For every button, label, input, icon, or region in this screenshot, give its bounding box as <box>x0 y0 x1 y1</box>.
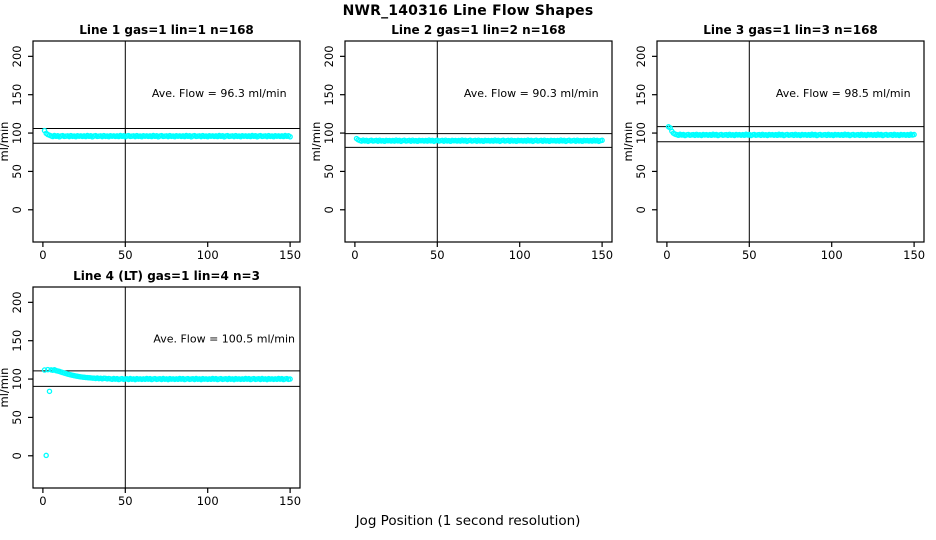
plot-border <box>656 40 925 243</box>
svg-text:200: 200 <box>322 45 336 67</box>
svg-text:100: 100 <box>322 122 336 144</box>
subplot-title: Line 4 (LT) gas=1 lin=4 n=3 <box>73 269 260 283</box>
svg-text:100: 100 <box>197 248 219 262</box>
svg-text:50: 50 <box>322 164 336 179</box>
svg-text:0: 0 <box>39 494 46 508</box>
svg-text:150: 150 <box>322 84 336 106</box>
subplot-title: Line 3 gas=1 lin=3 n=168 <box>703 23 878 37</box>
subplot-line-2: 0 50 100 150 0 50 100 150 200 ml/min Line 2 gas=1 … <box>312 18 624 270</box>
flow-points <box>353 135 605 145</box>
ave-flow-annotation: Ave. Flow = 98.5 ml/min <box>776 87 911 100</box>
svg-text:200: 200 <box>634 45 648 67</box>
y-axis-ticks: 0 50 100 150 200 <box>10 291 33 459</box>
subplot-line-3-svg: 0 50 100 150 0 50 100 150 200 ml/min Line 3 gas=1 … <box>624 23 925 262</box>
plot-border <box>32 286 301 489</box>
svg-text:150: 150 <box>10 330 24 352</box>
subplot-line-1-svg: 0 50 100 150 0 50 100 150 200 ml/min Line 1 gas=1 … <box>0 23 301 262</box>
subplot-line-1: 0 50 100 150 0 50 100 150 200 ml/min Line 1 gas=1 … <box>0 18 312 270</box>
svg-text:50: 50 <box>118 494 133 508</box>
svg-text:100: 100 <box>10 122 24 144</box>
svg-text:0: 0 <box>663 248 670 262</box>
subplot-title: Line 1 gas=1 lin=1 n=168 <box>79 23 254 37</box>
x-axis-ticks: 0 50 100 150 <box>663 242 925 262</box>
y-axis-ticks: 0 50 100 150 200 <box>634 45 657 213</box>
ave-flow-annotation: Ave. Flow = 100.5 ml/min <box>153 332 295 345</box>
subplot-title: Line 2 gas=1 lin=2 n=168 <box>391 23 566 37</box>
svg-text:0: 0 <box>10 206 24 213</box>
svg-text:150: 150 <box>279 248 301 262</box>
flow-points <box>41 127 293 140</box>
svg-text:100: 100 <box>10 368 24 390</box>
x-axis-label: Jog Position (1 second resolution) <box>355 513 581 529</box>
plot-border <box>344 40 613 243</box>
svg-text:0: 0 <box>39 248 46 262</box>
subplot-line-2-svg: 0 50 100 150 0 50 100 150 200 ml/min Line 2 gas=1 … <box>312 23 613 262</box>
flow-points <box>665 124 917 139</box>
x-axis-ticks: 0 50 100 150 <box>351 242 613 262</box>
x-axis-ticks: 0 50 100 150 <box>39 488 301 508</box>
svg-text:100: 100 <box>634 122 648 144</box>
svg-text:150: 150 <box>591 248 613 262</box>
y-axis-title: ml/min <box>0 122 11 162</box>
y-axis-title: ml/min <box>0 368 11 408</box>
svg-text:200: 200 <box>10 291 24 313</box>
svg-text:100: 100 <box>197 494 219 508</box>
y-axis-ticks: 0 50 100 150 200 <box>322 45 345 213</box>
svg-text:100: 100 <box>821 248 843 262</box>
ave-flow-annotation: Ave. Flow = 90.3 ml/min <box>464 87 599 100</box>
svg-text:0: 0 <box>10 452 24 459</box>
svg-text:150: 150 <box>634 84 648 106</box>
svg-text:50: 50 <box>634 164 648 179</box>
svg-text:50: 50 <box>742 248 757 262</box>
svg-text:100: 100 <box>509 248 531 262</box>
svg-text:50: 50 <box>430 248 445 262</box>
svg-text:50: 50 <box>118 248 133 262</box>
ave-flow-annotation: Ave. Flow = 96.3 ml/min <box>152 87 287 100</box>
svg-text:150: 150 <box>903 248 925 262</box>
y-axis-title: ml/min <box>624 122 635 162</box>
y-axis-ticks: 0 50 100 150 200 <box>10 45 33 213</box>
svg-text:0: 0 <box>634 206 648 213</box>
svg-text:50: 50 <box>10 164 24 179</box>
subplot-line-4-svg: 0 50 100 150 0 50 100 150 200 ml/min Line 4 (LT) g… <box>0 269 301 508</box>
svg-text:0: 0 <box>351 248 358 262</box>
x-axis-ticks: 0 50 100 150 <box>39 242 301 262</box>
subplot-line-3: 0 50 100 150 0 50 100 150 200 ml/min Line 3 gas=1 … <box>624 18 936 270</box>
main-title: NWR_140316 Line Flow Shapes <box>342 3 594 19</box>
y-axis-title: ml/min <box>312 122 323 162</box>
svg-text:150: 150 <box>279 494 301 508</box>
plot-border <box>32 40 301 243</box>
svg-text:0: 0 <box>322 206 336 213</box>
flow-points <box>41 366 293 459</box>
svg-text:200: 200 <box>10 45 24 67</box>
svg-text:150: 150 <box>10 84 24 106</box>
subplot-line-4: 0 50 100 150 0 50 100 150 200 ml/min Line 4 (LT) g… <box>0 264 312 516</box>
svg-text:50: 50 <box>10 410 24 425</box>
